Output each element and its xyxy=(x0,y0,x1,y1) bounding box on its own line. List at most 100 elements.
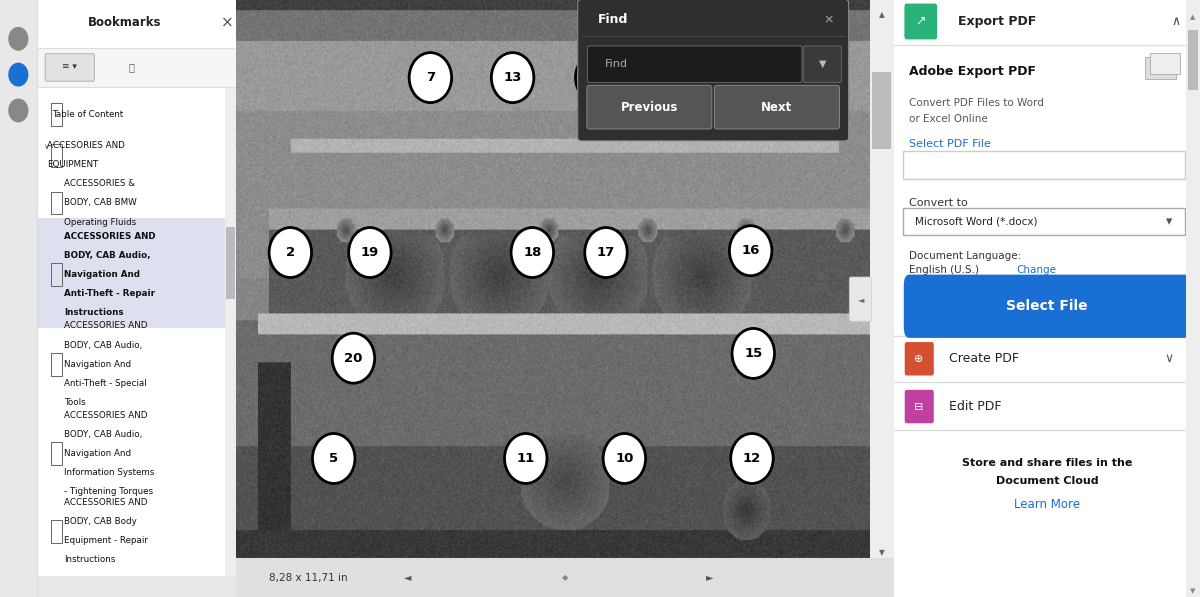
Bar xyxy=(870,0,894,558)
Text: Select File: Select File xyxy=(1006,299,1088,313)
Text: BODY, CAB Audio,: BODY, CAB Audio, xyxy=(64,430,142,439)
Text: Learn More: Learn More xyxy=(1014,498,1080,511)
Text: Previous: Previous xyxy=(620,101,678,113)
Text: ▼: ▼ xyxy=(880,547,886,557)
Text: 🔖: 🔖 xyxy=(128,62,134,72)
Ellipse shape xyxy=(604,433,646,484)
Text: BODY, CAB BMW: BODY, CAB BMW xyxy=(64,198,137,208)
Text: Select PDF File: Select PDF File xyxy=(910,140,991,149)
Text: ↗: ↗ xyxy=(916,15,926,28)
Bar xyxy=(872,72,890,149)
Text: ⊟: ⊟ xyxy=(914,402,924,411)
Text: Next: Next xyxy=(761,101,792,113)
Ellipse shape xyxy=(732,328,774,378)
Text: ≡ ▾: ≡ ▾ xyxy=(62,62,77,72)
Ellipse shape xyxy=(8,63,29,87)
Text: Microsoft Word (*.docx): Microsoft Word (*.docx) xyxy=(916,217,1038,226)
Text: BODY, CAB Audio,: BODY, CAB Audio, xyxy=(64,251,150,260)
FancyBboxPatch shape xyxy=(803,46,841,82)
Text: Document Cloud: Document Cloud xyxy=(996,476,1098,485)
Text: Information Systems: Information Systems xyxy=(64,468,155,478)
Text: Anti-Theft - Repair: Anti-Theft - Repair xyxy=(64,289,155,298)
Ellipse shape xyxy=(312,433,355,484)
Text: ACCESSORIES AND: ACCESSORIES AND xyxy=(64,232,156,241)
Bar xyxy=(37,576,236,597)
FancyBboxPatch shape xyxy=(588,46,802,82)
Bar xyxy=(1150,53,1180,74)
Text: Create PDF: Create PDF xyxy=(949,352,1019,365)
Text: 8,28 x 11,71 in: 8,28 x 11,71 in xyxy=(269,573,348,583)
Bar xyxy=(1188,30,1198,90)
Text: Change: Change xyxy=(1016,266,1056,275)
Text: 12: 12 xyxy=(743,452,761,465)
FancyBboxPatch shape xyxy=(850,277,871,321)
FancyBboxPatch shape xyxy=(587,85,712,129)
Bar xyxy=(236,558,894,597)
Text: ACCESSORIES AND: ACCESSORIES AND xyxy=(64,498,148,507)
Text: Operating Fluids: Operating Fluids xyxy=(64,217,136,227)
Text: 5: 5 xyxy=(329,452,338,465)
Text: 18: 18 xyxy=(523,246,541,259)
Text: Convert PDF Files to Word: Convert PDF Files to Word xyxy=(910,98,1044,107)
Bar xyxy=(1187,0,1200,597)
Text: Navigation And: Navigation And xyxy=(64,449,131,458)
Text: BODY, CAB Body: BODY, CAB Body xyxy=(64,517,137,527)
Ellipse shape xyxy=(8,27,29,51)
Text: ACCESSORIES AND: ACCESSORIES AND xyxy=(64,411,148,420)
Ellipse shape xyxy=(409,53,451,103)
Text: ACCESSORIES AND: ACCESSORIES AND xyxy=(64,321,148,331)
Text: ∨: ∨ xyxy=(42,142,48,151)
Text: Instructions: Instructions xyxy=(64,308,124,318)
Text: ⊕: ⊕ xyxy=(914,354,924,364)
Bar xyxy=(37,48,236,87)
FancyBboxPatch shape xyxy=(902,151,1186,179)
Text: Adobe Export PDF: Adobe Export PDF xyxy=(910,65,1037,78)
Text: 13: 13 xyxy=(504,71,522,84)
Text: Navigation And: Navigation And xyxy=(64,270,140,279)
Text: Convert to: Convert to xyxy=(910,198,968,208)
Ellipse shape xyxy=(584,227,628,278)
Text: ◆: ◆ xyxy=(562,573,569,582)
Text: ACCESORIES AND: ACCESORIES AND xyxy=(47,141,125,150)
Text: Edit PDF: Edit PDF xyxy=(949,400,1002,413)
Text: Instructions: Instructions xyxy=(64,555,115,565)
FancyBboxPatch shape xyxy=(905,342,934,376)
Text: 15: 15 xyxy=(744,347,762,360)
Text: ×: × xyxy=(823,13,834,26)
Text: 19: 19 xyxy=(361,246,379,259)
Ellipse shape xyxy=(491,53,534,103)
Text: ▲: ▲ xyxy=(1190,14,1195,20)
Text: Equipment - Repair: Equipment - Repair xyxy=(64,536,148,546)
Text: Find: Find xyxy=(598,13,629,26)
FancyBboxPatch shape xyxy=(577,0,848,141)
Text: Store and share files in the: Store and share files in the xyxy=(962,458,1132,467)
Ellipse shape xyxy=(332,333,374,383)
Text: 20: 20 xyxy=(344,352,362,365)
FancyBboxPatch shape xyxy=(714,85,840,129)
FancyBboxPatch shape xyxy=(905,390,934,423)
Text: 7: 7 xyxy=(426,71,434,84)
Text: 11: 11 xyxy=(517,452,535,465)
Text: Navigation And: Navigation And xyxy=(64,359,131,369)
Ellipse shape xyxy=(576,53,618,103)
Bar xyxy=(37,0,236,48)
Text: ▾: ▾ xyxy=(1166,215,1172,228)
Bar xyxy=(1145,57,1176,79)
Text: or Excel Online: or Excel Online xyxy=(910,115,988,124)
FancyBboxPatch shape xyxy=(902,208,1186,235)
FancyBboxPatch shape xyxy=(46,54,95,81)
Text: ×: × xyxy=(221,15,233,30)
Text: - Tightening Torques: - Tightening Torques xyxy=(64,487,152,497)
Text: ►: ► xyxy=(706,573,714,583)
Bar xyxy=(37,218,236,328)
Bar xyxy=(226,227,235,298)
Text: 17: 17 xyxy=(596,246,616,259)
Bar xyxy=(0,0,37,597)
Text: 2: 2 xyxy=(286,246,295,259)
Text: Find: Find xyxy=(605,59,628,69)
Bar xyxy=(224,87,236,597)
Text: ∨: ∨ xyxy=(1165,352,1174,365)
Text: ◄: ◄ xyxy=(858,294,864,304)
Text: Anti-Theft - Special: Anti-Theft - Special xyxy=(64,378,146,388)
Text: 16: 16 xyxy=(742,244,760,257)
